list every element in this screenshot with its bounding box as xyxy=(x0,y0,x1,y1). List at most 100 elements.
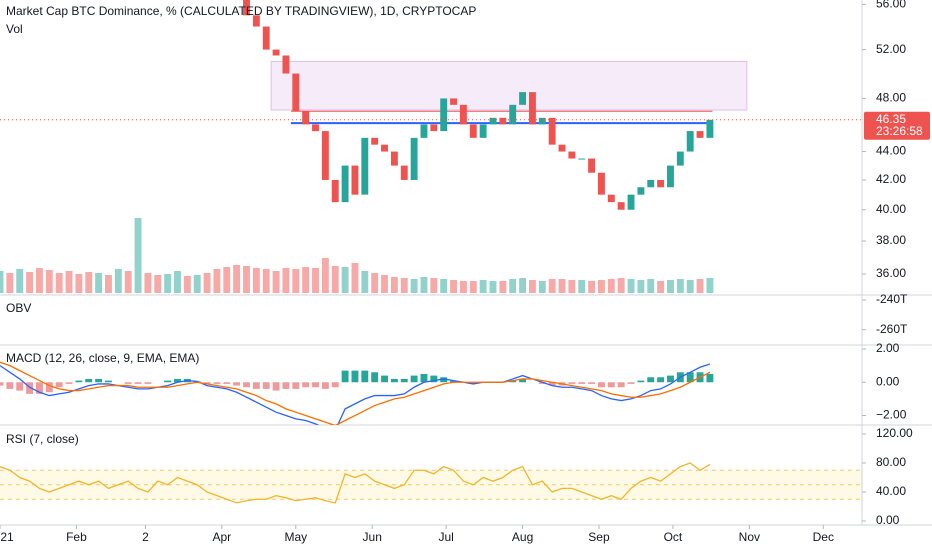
volume-bar xyxy=(637,280,645,293)
macd-histogram-bar xyxy=(134,382,142,384)
volume-bar xyxy=(282,268,290,293)
macd-histogram-bar xyxy=(400,378,408,383)
candle xyxy=(321,131,329,180)
y-tick-label: 40.00 xyxy=(876,484,906,498)
candle xyxy=(588,158,596,173)
volume-bar xyxy=(558,279,566,293)
volume-label: Vol xyxy=(6,22,23,36)
volume-bar xyxy=(647,279,655,293)
macd-histogram-bar xyxy=(617,382,625,388)
candle xyxy=(390,151,398,166)
price-pane xyxy=(0,0,862,293)
candle xyxy=(292,73,300,112)
y-tick-label: 0.00 xyxy=(876,513,900,527)
candle xyxy=(262,26,270,50)
volume-bar xyxy=(371,273,379,293)
candle xyxy=(676,151,684,166)
y-tick-label: 42.00 xyxy=(876,172,906,186)
volume-bar xyxy=(469,281,477,293)
macd-histogram-bar xyxy=(578,382,586,384)
macd-histogram-bar xyxy=(95,378,103,383)
y-tick-label: -260T xyxy=(876,322,908,336)
candle xyxy=(568,151,576,159)
candle xyxy=(538,117,546,125)
macd-histogram-bar xyxy=(667,375,674,383)
candle xyxy=(598,172,605,195)
y-tick-label: 120.00 xyxy=(876,426,913,440)
volume-bar xyxy=(588,281,596,293)
volume-bar xyxy=(459,281,467,293)
macd-histogram-bar xyxy=(85,378,93,383)
macd-histogram-bar xyxy=(420,373,428,383)
macd-histogram-bar xyxy=(568,382,576,384)
y-tick-label: 48.00 xyxy=(876,91,906,105)
macd-histogram-bar xyxy=(262,382,270,389)
macd-histogram-bar xyxy=(174,378,181,383)
y-tick-label: 80.00 xyxy=(876,455,906,469)
volume-bar xyxy=(203,273,211,293)
macd-histogram-bar xyxy=(26,382,34,394)
rsi-pane xyxy=(0,462,862,504)
volume-bar xyxy=(509,279,517,293)
x-tick-label: Oct xyxy=(664,530,683,544)
y-tick-label: 44.00 xyxy=(876,144,906,158)
candle xyxy=(420,124,428,138)
volume-bar xyxy=(213,269,221,293)
macd-histogram-bar xyxy=(598,382,605,388)
rsi-line xyxy=(0,462,711,504)
candle xyxy=(519,92,527,105)
volume-bar xyxy=(164,274,172,293)
volume-bar xyxy=(144,273,152,293)
volume-bar xyxy=(223,267,231,293)
volume-bar xyxy=(75,274,83,293)
volume-bar xyxy=(233,265,241,293)
macd-histogram-bar xyxy=(65,382,73,384)
candle xyxy=(706,119,714,138)
candle xyxy=(696,131,704,138)
macd-histogram-bar xyxy=(252,382,260,389)
macd-histogram-bar xyxy=(35,382,43,394)
candle xyxy=(312,124,319,132)
macd-histogram-bar xyxy=(371,372,379,383)
volume-bar xyxy=(85,272,93,293)
volume-bar xyxy=(55,273,63,293)
macd-histogram-bar xyxy=(124,382,132,384)
macd-histogram-bar xyxy=(450,380,458,383)
volume-bar xyxy=(6,273,14,293)
volume-bar xyxy=(262,269,270,293)
macd-histogram-bar xyxy=(272,382,280,391)
macd-histogram-bar xyxy=(203,382,211,384)
volume-bar xyxy=(252,268,260,293)
volume-bar xyxy=(430,278,438,293)
x-tick-label: Aug xyxy=(512,530,533,544)
volume-bar xyxy=(341,267,349,293)
candle xyxy=(272,49,280,56)
macd-histogram-bar xyxy=(321,382,329,389)
macd-histogram-bar xyxy=(548,382,556,386)
y-tick-label: 2.00 xyxy=(876,341,900,355)
volume-bar xyxy=(676,279,684,293)
candle xyxy=(430,124,438,132)
macd-histogram-bar xyxy=(607,382,615,388)
volume-bar xyxy=(45,270,53,293)
macd-histogram-bar xyxy=(390,378,398,383)
volume-bar xyxy=(272,271,280,293)
x-tick-label: Feb xyxy=(66,530,87,544)
volume-bar xyxy=(114,269,122,293)
candle xyxy=(578,158,586,160)
candle xyxy=(607,194,615,203)
candle xyxy=(381,144,388,152)
candle xyxy=(479,124,487,138)
volume-bar xyxy=(302,267,310,293)
candle xyxy=(469,124,477,138)
macd-pane xyxy=(0,361,714,425)
obv-label: OBV xyxy=(6,301,31,315)
macd-histogram-bar xyxy=(706,373,714,383)
candle xyxy=(686,131,694,152)
macd-histogram-bar xyxy=(519,378,527,383)
volume-bar xyxy=(183,276,191,293)
x-tick-label: Dec xyxy=(813,530,834,544)
macd-histogram-bar xyxy=(627,382,635,384)
